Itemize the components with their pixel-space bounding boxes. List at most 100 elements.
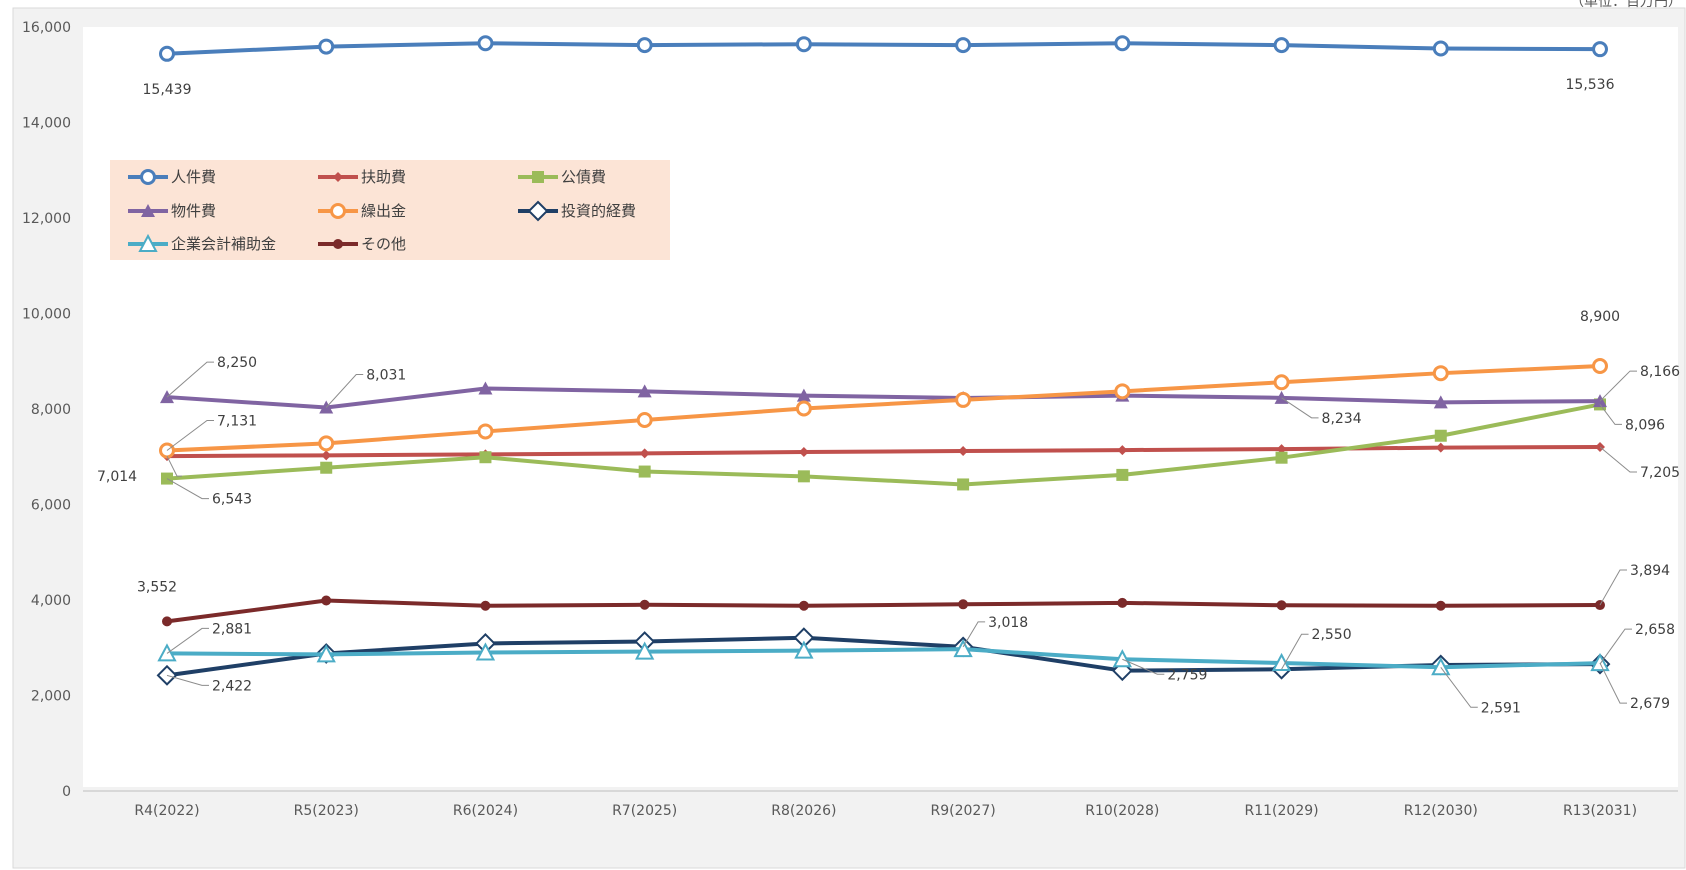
series-3-point (1275, 451, 1288, 464)
series-2-point (1276, 444, 1287, 455)
data-label: 8,096 (1625, 417, 1665, 433)
plot-area (83, 27, 1678, 787)
series-5-point (477, 423, 494, 440)
series-8-point (480, 600, 491, 611)
data-label: 2,550 (1312, 627, 1352, 643)
series-3-point (320, 461, 333, 474)
legend-label: その他 (361, 235, 406, 253)
series-2-point (639, 448, 650, 459)
data-label-leader (1599, 569, 1627, 606)
legend-swatch-marker (140, 169, 156, 185)
series-7-point (794, 640, 814, 659)
data-label-leader (1599, 404, 1622, 425)
legend-item-series-3: 公債費 (518, 168, 606, 186)
data-label: 2,881 (212, 621, 252, 637)
series-1-line (166, 41, 1601, 56)
series-7-point (1112, 649, 1133, 668)
legend-swatch-marker (333, 172, 343, 182)
data-label: 7,205 (1640, 465, 1680, 481)
data-label-leader (1599, 628, 1632, 665)
data-label: 2,759 (1167, 667, 1207, 683)
data-label-leader (166, 627, 209, 654)
legend-item-series-8: その他 (318, 235, 406, 253)
series-8-point (639, 599, 650, 610)
series-8-point (1435, 600, 1446, 611)
data-label-leader (166, 419, 214, 451)
series-7-point (953, 639, 973, 658)
legend-label: 投資的経費 (561, 202, 636, 220)
series-5-point (1432, 365, 1449, 382)
y-tick-label: 14,000 (22, 116, 71, 132)
y-tick-label: 10,000 (22, 307, 71, 323)
x-axis: R4(2022) R5(2023) R6(2024) R7(2025) R8(2026)… (83, 790, 1678, 819)
data-label: 7,014 (97, 469, 137, 485)
series-8-point (1276, 600, 1287, 611)
legend-item-series-1: 人件費 (128, 168, 216, 186)
data-label: 8,234 (1322, 411, 1362, 427)
data-label: 7,131 (217, 413, 257, 429)
series-1-point (1273, 37, 1290, 54)
series-5-point (1114, 383, 1131, 400)
series-4-point (637, 384, 652, 398)
series-3-point (957, 478, 970, 491)
legend-label: 繰出金 (361, 202, 406, 220)
data-label: 15,439 (143, 82, 192, 98)
data-label-leader (1281, 397, 1319, 419)
series-8-point (321, 595, 332, 606)
series-8-point (958, 599, 969, 610)
x-tick-label: R12(2030) (1404, 803, 1478, 819)
legend-background (110, 160, 670, 260)
legend-item-series-6: 投資的経費 (518, 200, 636, 222)
series-5 (159, 358, 1608, 459)
data-label-leader (1599, 370, 1637, 402)
series-4-point (1433, 395, 1448, 409)
series-1 (159, 35, 1608, 62)
series-1-point (955, 37, 972, 54)
x-tick-label: R10(2028) (1085, 803, 1159, 819)
series-2-point (958, 446, 969, 457)
series-1-point (318, 38, 335, 55)
series-2-point (1117, 445, 1128, 456)
series-2-point (798, 446, 809, 457)
data-label: 8,250 (217, 355, 257, 371)
data-label: 2,658 (1635, 622, 1675, 638)
legend-label: 扶助費 (361, 168, 406, 186)
series-7-point (316, 644, 336, 663)
legend-swatch-marker (330, 203, 346, 219)
legend-swatch-marker (527, 200, 549, 222)
series-1-point (1114, 35, 1131, 52)
y-tick-label: 16,000 (22, 20, 71, 36)
data-label: 3,552 (137, 579, 177, 595)
legend-item-series-4: 物件費 (128, 202, 216, 220)
series-8-line (166, 598, 1601, 624)
data-label: 8,900 (1580, 309, 1620, 325)
data-label-leader (1599, 662, 1627, 704)
x-tick-label: R8(2026) (771, 803, 836, 819)
series-3-point (797, 470, 810, 483)
series-1-point (795, 36, 812, 53)
data-label-leader (166, 361, 214, 398)
data-label-leader (166, 478, 209, 500)
series-5-point (318, 435, 335, 452)
legend-label: 物件費 (171, 202, 216, 220)
data-label: 15,536 (1566, 77, 1615, 93)
x-tick-label: R13(2031) (1563, 803, 1637, 819)
data-label-leader (166, 455, 182, 477)
data-label-leader (166, 674, 209, 686)
series-5-point (955, 391, 972, 408)
series-7-point (475, 642, 496, 661)
legend-label: 人件費 (171, 168, 216, 186)
y-tick-label: 2,000 (31, 689, 71, 705)
unit-note: （単位：百万円） (1570, 0, 1682, 10)
legend-label: 企業会計補助金 (171, 235, 276, 253)
data-label: 2,679 (1630, 696, 1670, 712)
legend-label: 公債費 (561, 168, 606, 186)
y-tick-label: 4,000 (31, 593, 71, 609)
series-8-point (1117, 597, 1128, 608)
data-label: 3,018 (988, 615, 1028, 631)
series-7 (157, 639, 1610, 676)
y-tick-label: 12,000 (22, 211, 71, 227)
series-3-point (479, 451, 492, 464)
